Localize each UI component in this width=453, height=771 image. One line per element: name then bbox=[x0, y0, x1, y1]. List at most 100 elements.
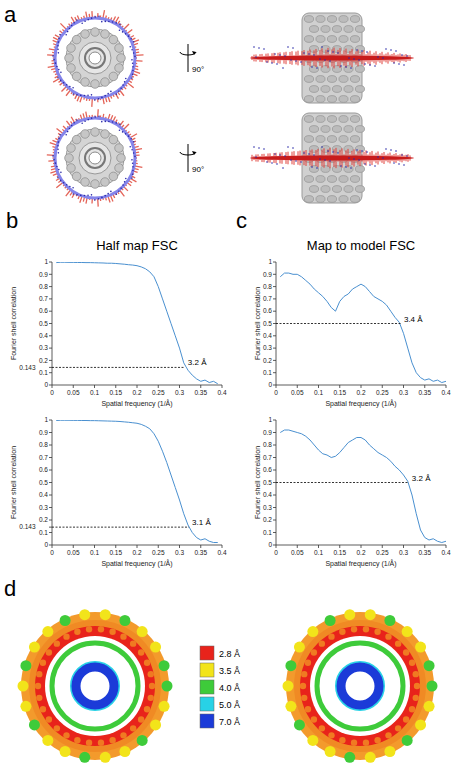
y-tick bbox=[49, 432, 52, 433]
surface-bump bbox=[20, 701, 31, 712]
angular-dot bbox=[374, 165, 376, 167]
rotation-arrowhead bbox=[192, 51, 196, 55]
y-tick-label: 0.1 bbox=[39, 369, 48, 376]
angular-dot bbox=[345, 166, 347, 168]
surface-bump bbox=[29, 719, 40, 730]
angular-dot bbox=[63, 182, 65, 184]
subunit bbox=[304, 76, 313, 83]
x-tick-label: 0.35 bbox=[194, 549, 207, 556]
core-density bbox=[35, 626, 155, 746]
subunit bbox=[91, 28, 100, 37]
angular-dot bbox=[300, 161, 302, 163]
angular-dot bbox=[128, 135, 130, 137]
subunit bbox=[321, 26, 330, 33]
angular-dot bbox=[364, 163, 366, 165]
subunit bbox=[316, 116, 325, 123]
subunit bbox=[304, 96, 313, 103]
angular-dot bbox=[101, 21, 103, 23]
x-tick-label: 0.4 bbox=[217, 389, 226, 396]
y-tick bbox=[273, 360, 276, 361]
y-tick-label: 0.7 bbox=[263, 454, 272, 461]
angular-dot bbox=[72, 193, 74, 195]
subunit bbox=[300, 683, 306, 689]
surface-bump bbox=[79, 752, 90, 763]
angular-dot bbox=[91, 117, 93, 119]
rotation-arc bbox=[180, 52, 196, 55]
density-top bbox=[66, 129, 124, 187]
surface-bump bbox=[344, 609, 355, 620]
subunit bbox=[54, 640, 60, 646]
angular-dot bbox=[55, 162, 57, 164]
subunit bbox=[321, 166, 330, 173]
subunit bbox=[321, 126, 330, 133]
x-tick-label: 0.15 bbox=[333, 389, 346, 396]
angular-dot bbox=[313, 54, 315, 56]
angular-dot bbox=[329, 160, 331, 162]
angular-dot bbox=[110, 191, 112, 193]
x-tick bbox=[94, 545, 95, 548]
x-tick-label: 0.4 bbox=[217, 549, 226, 556]
subunit bbox=[316, 76, 325, 83]
x-tick bbox=[297, 385, 298, 388]
angular-dot bbox=[327, 50, 329, 52]
subunit bbox=[115, 44, 124, 53]
fsc-chart: 00.050.10.150.20.250.30.350.400.10.20.30… bbox=[254, 416, 451, 568]
threshold-line bbox=[52, 527, 189, 528]
angular-dot bbox=[401, 54, 403, 56]
angular-dot bbox=[398, 163, 400, 165]
angular-dot bbox=[65, 34, 67, 36]
angular-dot bbox=[366, 51, 368, 53]
angular-dot bbox=[292, 147, 294, 149]
surface-bump bbox=[294, 719, 305, 730]
angular-dot bbox=[276, 163, 278, 165]
inner-ring-edge bbox=[336, 662, 384, 710]
angular-spike bbox=[132, 73, 137, 75]
subunit bbox=[36, 671, 42, 677]
angular-dot bbox=[69, 28, 71, 30]
x-tick-label: 0.3 bbox=[175, 389, 184, 396]
angular-dot bbox=[303, 152, 305, 154]
angular-dot bbox=[91, 17, 93, 19]
angular-dot bbox=[98, 115, 100, 117]
y-tick-label: 0.8 bbox=[39, 441, 48, 448]
angular-dot bbox=[101, 97, 103, 99]
x-tick bbox=[382, 545, 383, 548]
y-tick bbox=[273, 286, 276, 287]
angular-dot bbox=[108, 21, 110, 23]
angular-dot bbox=[69, 128, 71, 130]
angular-dot bbox=[125, 178, 127, 180]
panel-letter: a bbox=[4, 2, 17, 27]
angular-dot bbox=[253, 46, 255, 48]
threshold-line bbox=[52, 367, 185, 368]
x-tick bbox=[318, 385, 319, 388]
angular-dot bbox=[122, 184, 124, 186]
angular-dot bbox=[311, 66, 313, 68]
subunit bbox=[350, 76, 359, 83]
angular-dot bbox=[279, 154, 281, 156]
y-axis-title: Fourier shell correlation bbox=[10, 446, 17, 519]
surface-bump bbox=[294, 642, 305, 653]
subunit bbox=[385, 732, 391, 738]
subunit bbox=[316, 176, 325, 183]
angular-dot bbox=[406, 155, 408, 157]
subunit bbox=[304, 176, 313, 183]
outer-density bbox=[286, 612, 434, 760]
angular-dot bbox=[57, 149, 59, 151]
y-tick-label: 0.4 bbox=[39, 491, 48, 498]
y-tick bbox=[49, 348, 52, 349]
plot-area bbox=[52, 262, 218, 384]
rotation-arc bbox=[180, 152, 196, 155]
angular-dot bbox=[76, 94, 78, 96]
subunit bbox=[130, 640, 136, 646]
surface-bump bbox=[307, 735, 318, 746]
subunit bbox=[413, 695, 419, 701]
subunit bbox=[305, 706, 311, 712]
angular-dot bbox=[134, 56, 136, 58]
angular-dot bbox=[319, 158, 321, 160]
subunit bbox=[344, 86, 353, 93]
subunit bbox=[355, 86, 364, 93]
angular-dot bbox=[60, 72, 62, 74]
x-tick bbox=[52, 545, 53, 548]
angular-dot bbox=[101, 197, 103, 199]
subunit bbox=[395, 640, 401, 646]
